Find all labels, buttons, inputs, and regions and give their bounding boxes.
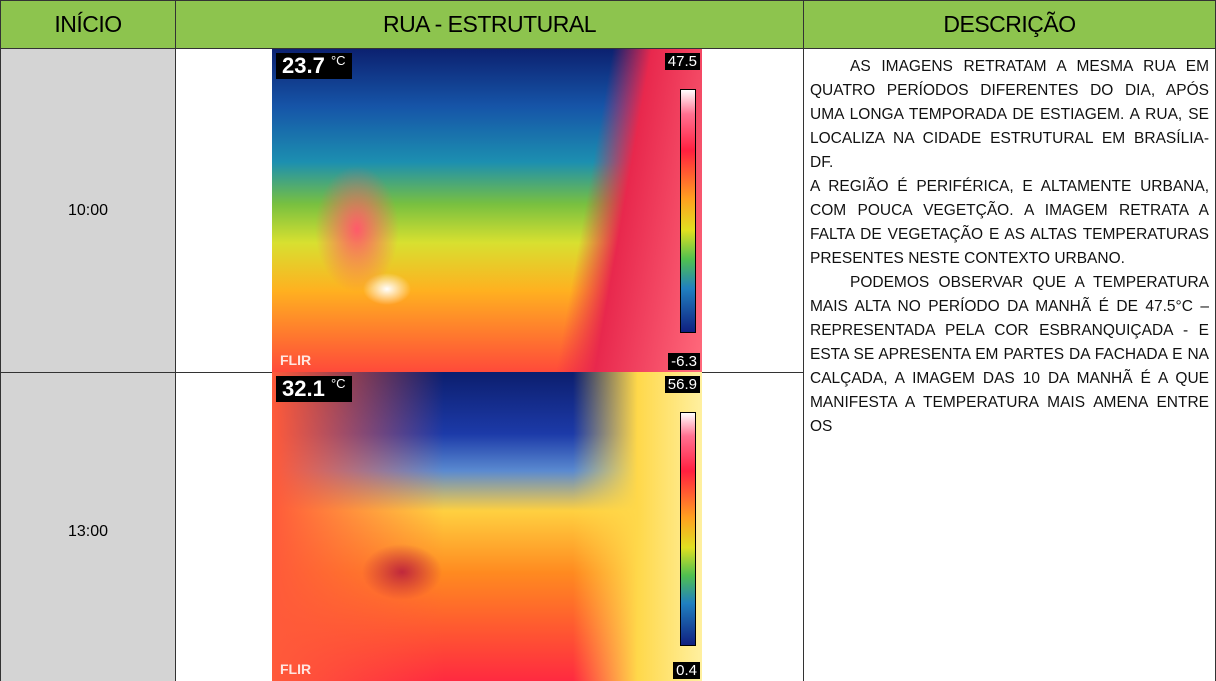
temp-value: 32.1 xyxy=(282,376,325,401)
scale-min: -6.3 xyxy=(668,353,700,370)
time-cell: 13:00 xyxy=(0,372,176,681)
time-text: 10:00 xyxy=(67,201,109,219)
scale-max: 56.9 xyxy=(664,376,700,393)
temp-value: 23.7 xyxy=(282,53,325,78)
color-scale xyxy=(680,412,696,646)
temp-unit: °C xyxy=(330,53,346,68)
paragraph: A REGIÃO É PERIFÉRICA, E ALTAMENTE URBAN… xyxy=(810,178,1209,267)
header-cell: RUA - ESTRUTURAL xyxy=(175,0,804,49)
header-text: RUA - ESTRUTURAL xyxy=(382,11,597,37)
scale-min: 0.4 xyxy=(673,662,700,679)
brand-logo: FLIR xyxy=(280,352,312,368)
description-cell: AS IMAGENS RETRATAM A MESMA RUA EM QUATR… xyxy=(803,48,1216,681)
temp-reading: 23.7 °C xyxy=(276,53,352,79)
brand-logo: FLIR xyxy=(280,661,312,677)
scale-max: 47.5 xyxy=(664,53,700,70)
time-text: 13:00 xyxy=(67,523,109,540)
temp-reading: 32.1 °C xyxy=(276,376,352,402)
paragraph: AS IMAGENS RETRATAM A MESMA RUA EM QUATR… xyxy=(810,58,1209,171)
color-scale xyxy=(680,89,696,333)
paragraph: PODEMOS OBSERVAR QUE A TEMPERATURA MAIS … xyxy=(810,274,1209,435)
temp-unit: °C xyxy=(330,376,346,391)
thermal-image: 23.7 °C 47.5 -6.3 FLIR xyxy=(272,49,702,372)
header-text: INÍCIO xyxy=(54,11,122,37)
time-cell: 10:00 xyxy=(0,48,176,373)
header-text: DESCRIÇÃO xyxy=(943,11,1076,37)
thermal-image: 32.1 °C 56.9 0.4 FLIR xyxy=(272,372,702,681)
header-cell: DESCRIÇÃO xyxy=(803,0,1216,49)
header-cell: INÍCIO xyxy=(0,0,176,49)
